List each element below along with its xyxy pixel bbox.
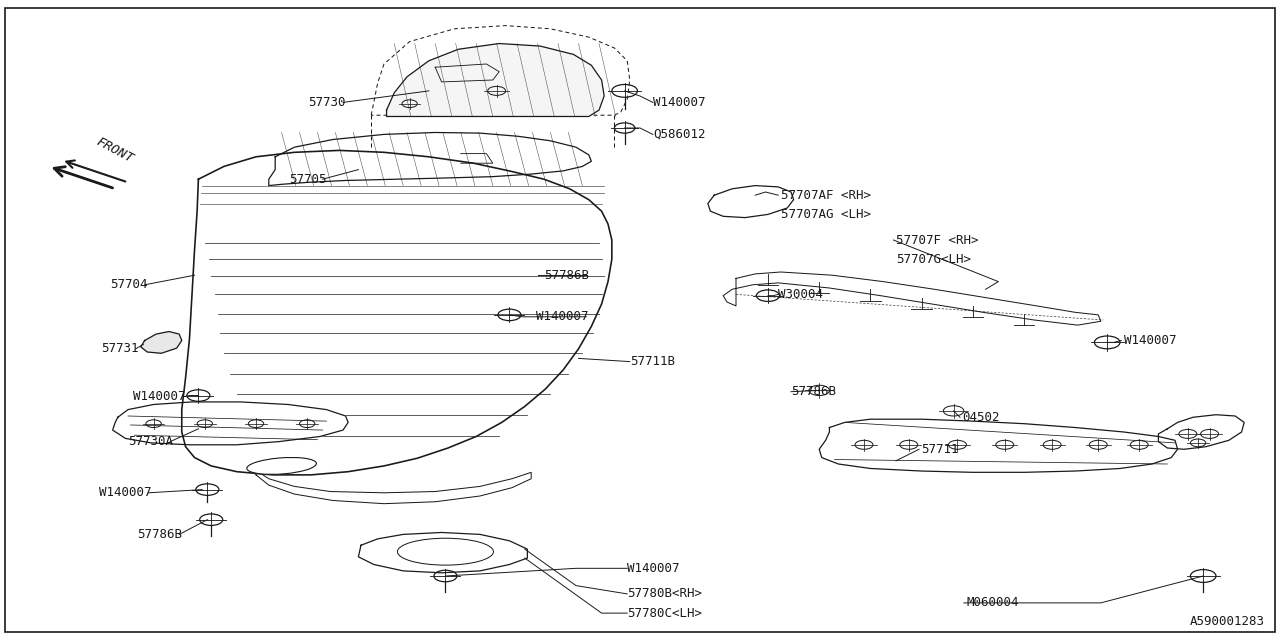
Text: 57707AF <RH>: 57707AF <RH> — [781, 189, 870, 202]
Text: W140007: W140007 — [653, 96, 705, 109]
Text: 57707AG <LH>: 57707AG <LH> — [781, 208, 870, 221]
Ellipse shape — [247, 458, 316, 474]
Text: 57786B: 57786B — [137, 528, 182, 541]
Text: M060004: M060004 — [966, 596, 1019, 609]
Polygon shape — [113, 402, 348, 445]
Text: 57731: 57731 — [101, 342, 138, 355]
Text: W30004: W30004 — [778, 288, 823, 301]
Text: W140007: W140007 — [99, 486, 151, 499]
Polygon shape — [182, 150, 612, 475]
Polygon shape — [358, 532, 527, 573]
Text: FRONT: FRONT — [95, 135, 136, 165]
Polygon shape — [819, 419, 1178, 472]
Ellipse shape — [397, 538, 493, 565]
Text: W140007: W140007 — [133, 390, 186, 403]
Text: 57705: 57705 — [289, 173, 326, 186]
Polygon shape — [708, 186, 794, 218]
Text: W140007: W140007 — [627, 562, 680, 575]
Text: 57711: 57711 — [922, 443, 959, 456]
Text: 57780B<RH>: 57780B<RH> — [627, 588, 703, 600]
Polygon shape — [141, 332, 182, 353]
Text: 57730: 57730 — [308, 96, 346, 109]
Polygon shape — [387, 44, 604, 116]
Text: W140007: W140007 — [1124, 334, 1176, 347]
Text: 57707G<LH>: 57707G<LH> — [896, 253, 972, 266]
Text: 57786B: 57786B — [791, 385, 836, 398]
Text: 57730A: 57730A — [128, 435, 173, 448]
Polygon shape — [269, 132, 591, 186]
Polygon shape — [723, 272, 1101, 325]
Text: 57780C<LH>: 57780C<LH> — [627, 607, 703, 620]
Text: 57786B: 57786B — [544, 269, 589, 282]
Text: A590001283: A590001283 — [1189, 616, 1265, 628]
Text: 57711B: 57711B — [630, 355, 675, 368]
Polygon shape — [1158, 415, 1244, 449]
Text: Q586012: Q586012 — [653, 128, 705, 141]
Text: 57707F <RH>: 57707F <RH> — [896, 234, 978, 246]
Text: 57704: 57704 — [110, 278, 147, 291]
Text: W140007: W140007 — [536, 310, 589, 323]
Text: 04502: 04502 — [963, 411, 1000, 424]
